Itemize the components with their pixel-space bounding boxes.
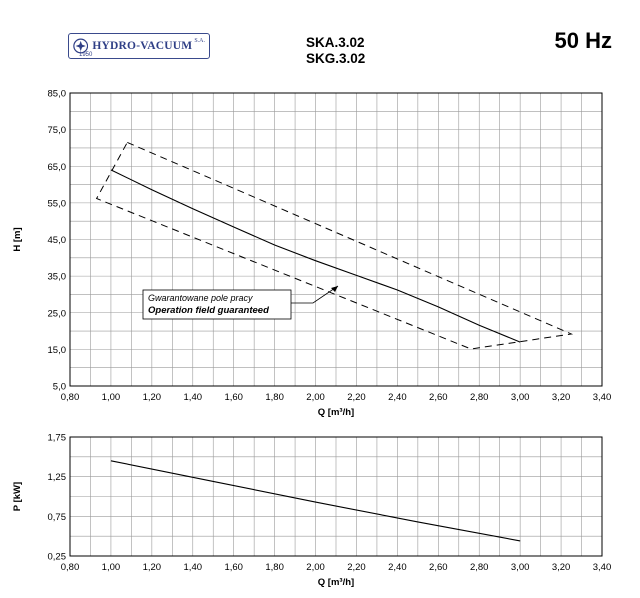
head-y-tick-label: 45,0	[48, 235, 67, 246]
model-name-1: SKA.3.02	[306, 35, 365, 50]
model-name-2: SKG.3.02	[306, 51, 366, 66]
company-logo: HYDRO-VACUUM S.A.	[68, 33, 210, 59]
power-x-tick-label: 1,00	[102, 562, 121, 573]
head-x-tick-label: 3,20	[552, 392, 571, 403]
head-x-tick-label: 1,80	[265, 392, 284, 403]
head-x-tick-label: 1,40	[184, 392, 203, 403]
logo-emblem-icon	[73, 38, 89, 54]
annotation-box	[142, 289, 292, 320]
annotation-arrowhead	[331, 286, 338, 292]
head-x-tick-label: 2,60	[429, 392, 448, 403]
power-x-axis-label: Q [m³/h]	[318, 577, 354, 588]
head-x-tick-label: 2,00	[306, 392, 325, 403]
logo-year: 1950	[79, 52, 93, 58]
power-curve-line	[110, 460, 521, 542]
power-y-axis-label: P [kW]	[12, 482, 23, 511]
power-x-tick-label: 3,00	[511, 562, 530, 573]
power-plot-frame	[69, 436, 603, 557]
power-x-tick-label: 2,00	[306, 562, 325, 573]
head-x-tick-label: 1,20	[143, 392, 162, 403]
head-y-tick-label: 55,0	[48, 198, 67, 209]
head-x-tick-label: 2,20	[347, 392, 366, 403]
power-x-tick-label: 1,80	[265, 562, 284, 573]
power-x-tick-label: 0,80	[61, 562, 80, 573]
power-x-tick-label: 2,40	[388, 562, 407, 573]
power-y-tick-label: 0,25	[48, 552, 67, 563]
power-y-tick-label: 1,75	[48, 433, 67, 444]
head-x-tick-label: 2,40	[388, 392, 407, 403]
head-y-tick-label: 5,0	[53, 382, 66, 393]
power-x-tick-label: 1,40	[184, 562, 203, 573]
head-y-tick-label: 85,0	[48, 89, 67, 100]
power-x-tick-label: 3,20	[552, 562, 571, 573]
head-chart: 0,80 1,00 1,20 1,40 1,60 1,80 2,00 2,20 2,40 2,60…	[12, 89, 611, 419]
model-names: SKA.3.02 SKG.3.02	[306, 35, 365, 67]
power-x-tick-label: 3,40	[593, 562, 612, 573]
head-x-tick-label: 1,60	[224, 392, 243, 403]
head-operating-field	[95, 141, 574, 350]
power-x-tick-label: 2,20	[347, 562, 366, 573]
annotation-leader	[291, 285, 339, 304]
operation-field-annotation: Gwarantowane pole pracy Operation field …	[142, 285, 339, 320]
power-x-tick-label: 1,60	[224, 562, 243, 573]
head-x-tick-label: 0,80	[61, 392, 80, 403]
head-x-tick-label: 1,00	[102, 392, 121, 403]
head-y-tick-label: 75,0	[48, 125, 67, 136]
logo-text: HYDRO-VACUUM	[92, 40, 193, 52]
head-x-tick-label: 3,00	[511, 392, 530, 403]
head-y-tick-label: 15,0	[48, 345, 67, 356]
head-y-tick-label: 35,0	[48, 272, 67, 283]
head-x-tick-label: 2,80	[470, 392, 489, 403]
power-y-tick-label: 0,75	[48, 512, 67, 523]
power-x-tick-label: 2,80	[470, 562, 489, 573]
head-y-tick-label: 25,0	[48, 308, 67, 319]
annotation-line-1: Gwarantowane pole pracy	[148, 293, 253, 303]
frequency-label: 50 Hz	[554, 28, 612, 53]
annotation-line-2: Operation field guaranteed	[148, 305, 269, 316]
head-y-tick-label: 65,0	[48, 162, 67, 173]
power-y-tick-label: 1,25	[48, 472, 67, 483]
head-plot-frame	[69, 92, 603, 387]
logo-suffix: S.A.	[194, 38, 205, 44]
head-curve-line	[110, 169, 521, 343]
power-x-tick-label: 2,60	[429, 562, 448, 573]
head-x-tick-label: 3,40	[593, 392, 612, 403]
head-y-axis-label: H [m]	[12, 227, 23, 251]
head-x-axis-label: Q [m³/h]	[318, 407, 354, 418]
power-x-tick-label: 1,20	[143, 562, 162, 573]
power-chart: 0,80 1,00 1,20 1,40 1,60 1,80 2,00 2,20 2,40 2,60…	[12, 433, 611, 589]
